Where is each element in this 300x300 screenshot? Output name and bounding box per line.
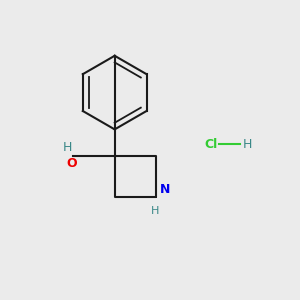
Text: H: H <box>151 206 160 216</box>
Text: O: O <box>66 158 77 170</box>
Text: Cl: Cl <box>205 138 218 151</box>
Text: N: N <box>159 183 170 196</box>
Text: H: H <box>63 140 72 154</box>
Text: H: H <box>243 138 252 151</box>
